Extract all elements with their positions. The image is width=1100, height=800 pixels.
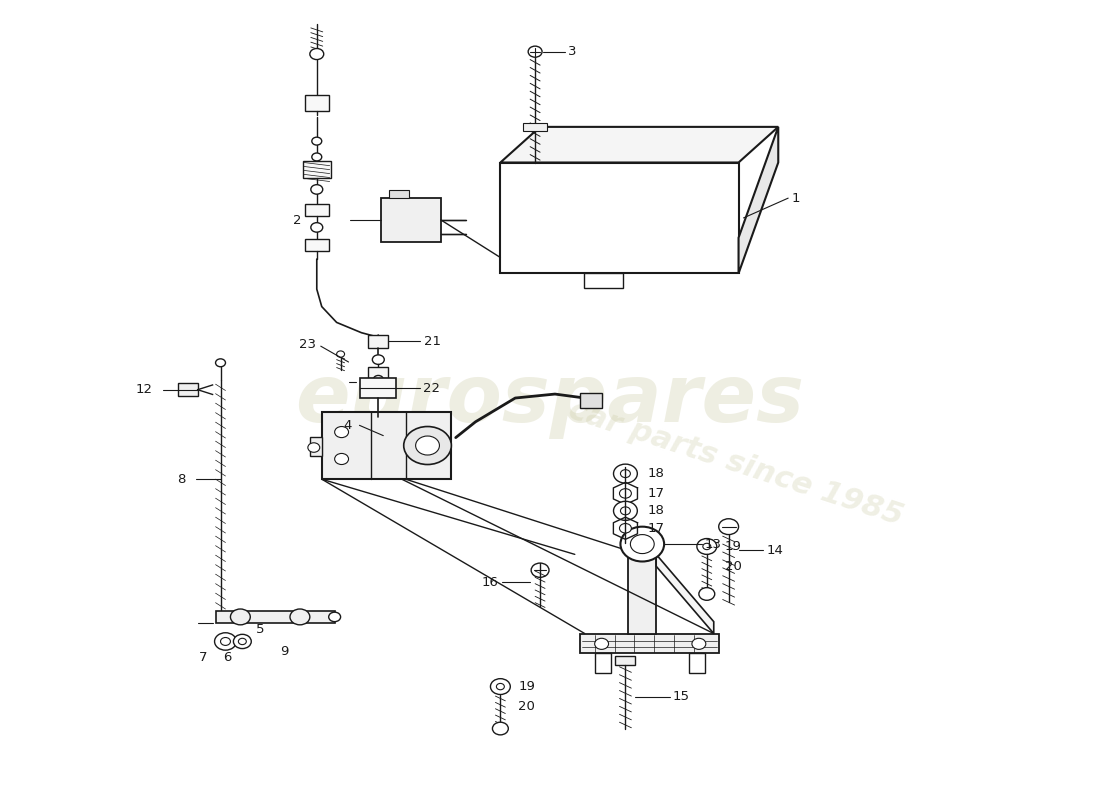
Text: 15: 15 [673,690,690,703]
Text: 17: 17 [647,522,664,534]
Bar [178,383,198,396]
Circle shape [239,638,246,645]
Circle shape [620,470,630,478]
Text: eurospares: eurospares [296,361,804,439]
Bar [305,95,329,111]
Bar [584,274,624,287]
Text: 19: 19 [725,540,741,553]
Circle shape [233,634,251,649]
Text: 17: 17 [647,487,664,500]
Circle shape [334,454,349,465]
Circle shape [595,638,608,650]
Bar [580,394,602,407]
Circle shape [311,185,322,194]
Bar [310,437,321,456]
Bar [500,162,738,274]
Text: 22: 22 [424,382,440,394]
Circle shape [290,609,310,625]
Circle shape [311,153,321,161]
Circle shape [404,426,451,465]
Circle shape [308,442,320,452]
Text: 5: 5 [256,623,264,636]
Text: 19: 19 [518,680,535,693]
Circle shape [620,507,630,514]
Text: car parts since 1985: car parts since 1985 [564,395,906,531]
Circle shape [718,518,738,534]
Bar [368,366,388,378]
Text: 21: 21 [424,335,441,348]
Bar [595,654,610,673]
Text: 7: 7 [199,650,208,664]
Text: 9: 9 [279,646,288,658]
Bar [361,378,396,398]
Circle shape [614,502,637,520]
Circle shape [311,222,322,232]
Circle shape [329,612,341,622]
Polygon shape [738,127,779,274]
Circle shape [620,526,664,562]
Bar [524,123,547,131]
Circle shape [630,534,654,554]
Circle shape [692,638,706,650]
Circle shape [614,464,637,483]
Text: 18: 18 [647,504,664,518]
Circle shape [373,375,383,383]
Bar [216,610,334,623]
Circle shape [310,49,323,59]
Bar [321,412,451,479]
Circle shape [496,683,504,690]
Circle shape [703,543,711,550]
Circle shape [698,588,715,600]
Circle shape [491,678,510,694]
Circle shape [337,351,344,358]
Circle shape [373,355,384,364]
Circle shape [230,609,251,625]
Polygon shape [500,127,779,162]
Bar [305,238,329,251]
Circle shape [334,426,349,438]
Circle shape [528,46,542,58]
Text: 4: 4 [343,419,352,432]
Bar [368,335,388,348]
Text: 14: 14 [767,544,783,557]
Text: 2: 2 [294,214,301,226]
Text: 20: 20 [725,560,741,573]
Circle shape [214,633,236,650]
Bar [616,656,636,666]
Circle shape [697,538,717,554]
Circle shape [619,489,631,498]
Bar [302,161,331,178]
Bar [389,190,409,198]
Text: 12: 12 [136,383,153,396]
Text: 13: 13 [705,538,722,550]
Circle shape [216,359,225,366]
Bar [382,198,441,242]
Text: 20: 20 [518,700,535,713]
Text: 16: 16 [482,575,498,589]
Circle shape [311,137,321,145]
Text: 8: 8 [177,473,186,486]
Circle shape [220,638,230,646]
Text: 6: 6 [223,650,232,664]
Circle shape [416,436,439,455]
Circle shape [531,563,549,578]
Bar [580,634,718,654]
Text: 18: 18 [647,467,664,480]
Text: 3: 3 [568,45,576,58]
Circle shape [619,523,631,533]
Bar [305,204,329,216]
Circle shape [493,722,508,735]
Polygon shape [657,554,714,634]
Bar [689,654,705,673]
Bar [628,550,657,634]
Text: 1: 1 [791,192,800,205]
Text: 23: 23 [299,338,316,351]
